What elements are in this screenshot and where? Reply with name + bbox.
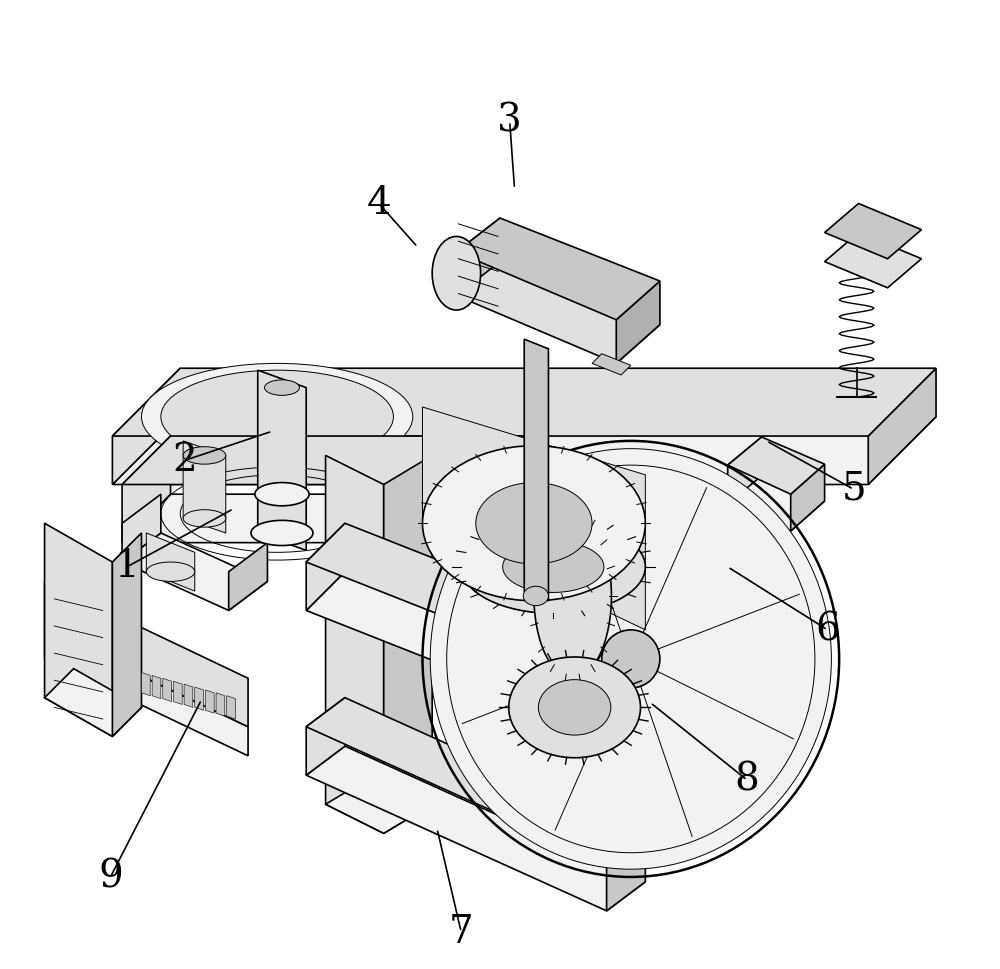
Ellipse shape (430, 449, 831, 869)
Polygon shape (728, 437, 762, 504)
Ellipse shape (183, 510, 226, 527)
Polygon shape (456, 218, 500, 296)
Polygon shape (825, 233, 922, 288)
Polygon shape (306, 523, 713, 707)
Ellipse shape (183, 447, 226, 464)
Ellipse shape (265, 380, 299, 395)
Polygon shape (112, 533, 141, 736)
Ellipse shape (509, 657, 641, 758)
Polygon shape (122, 494, 161, 562)
Polygon shape (607, 833, 645, 911)
Polygon shape (442, 659, 519, 707)
Polygon shape (227, 696, 235, 719)
Polygon shape (258, 370, 306, 550)
Polygon shape (306, 698, 345, 775)
Polygon shape (183, 441, 226, 533)
Polygon shape (45, 523, 112, 736)
Polygon shape (481, 436, 529, 543)
Polygon shape (456, 218, 660, 320)
Polygon shape (674, 669, 713, 756)
Polygon shape (229, 543, 267, 610)
Text: 1: 1 (115, 548, 139, 585)
Polygon shape (519, 824, 626, 882)
Polygon shape (616, 281, 660, 363)
Polygon shape (592, 354, 631, 375)
Polygon shape (326, 455, 384, 833)
Text: 5: 5 (841, 471, 866, 508)
Polygon shape (122, 436, 529, 484)
Text: 7: 7 (449, 914, 474, 951)
Polygon shape (519, 494, 578, 882)
Text: 3: 3 (497, 103, 522, 140)
Polygon shape (184, 684, 193, 707)
Polygon shape (728, 437, 825, 494)
Polygon shape (384, 455, 432, 833)
Ellipse shape (161, 370, 393, 463)
Polygon shape (112, 368, 936, 436)
Polygon shape (825, 203, 922, 259)
Ellipse shape (476, 483, 592, 564)
Polygon shape (152, 675, 161, 699)
Ellipse shape (523, 586, 548, 606)
Polygon shape (122, 436, 171, 543)
Polygon shape (306, 523, 345, 610)
Polygon shape (45, 630, 248, 756)
Polygon shape (112, 417, 936, 484)
Ellipse shape (251, 520, 313, 546)
Ellipse shape (503, 542, 604, 592)
Polygon shape (45, 669, 141, 736)
Polygon shape (205, 690, 214, 713)
Polygon shape (456, 257, 660, 363)
Text: 6: 6 (815, 611, 840, 648)
Text: 8: 8 (735, 762, 759, 798)
Polygon shape (163, 678, 172, 702)
Polygon shape (146, 533, 195, 591)
Polygon shape (306, 572, 713, 756)
Polygon shape (728, 474, 825, 531)
Ellipse shape (255, 483, 309, 506)
Polygon shape (122, 494, 529, 543)
Polygon shape (791, 464, 825, 531)
Ellipse shape (461, 520, 645, 613)
Ellipse shape (432, 236, 481, 310)
Polygon shape (306, 698, 645, 862)
Polygon shape (326, 775, 432, 833)
Polygon shape (578, 494, 626, 882)
Ellipse shape (602, 630, 660, 688)
Polygon shape (524, 339, 548, 601)
Polygon shape (868, 368, 936, 484)
Ellipse shape (146, 562, 195, 581)
Polygon shape (173, 681, 182, 704)
Ellipse shape (534, 514, 611, 678)
Polygon shape (141, 672, 150, 696)
Ellipse shape (422, 446, 645, 601)
Ellipse shape (538, 679, 611, 735)
Text: 4: 4 (366, 185, 391, 222)
Polygon shape (306, 746, 645, 911)
Ellipse shape (141, 363, 413, 470)
Text: 2: 2 (173, 442, 197, 479)
Polygon shape (422, 407, 645, 630)
Polygon shape (122, 533, 267, 610)
Polygon shape (112, 368, 180, 484)
Polygon shape (216, 693, 225, 716)
Polygon shape (195, 687, 203, 710)
Polygon shape (45, 581, 248, 727)
Text: 9: 9 (98, 859, 123, 895)
